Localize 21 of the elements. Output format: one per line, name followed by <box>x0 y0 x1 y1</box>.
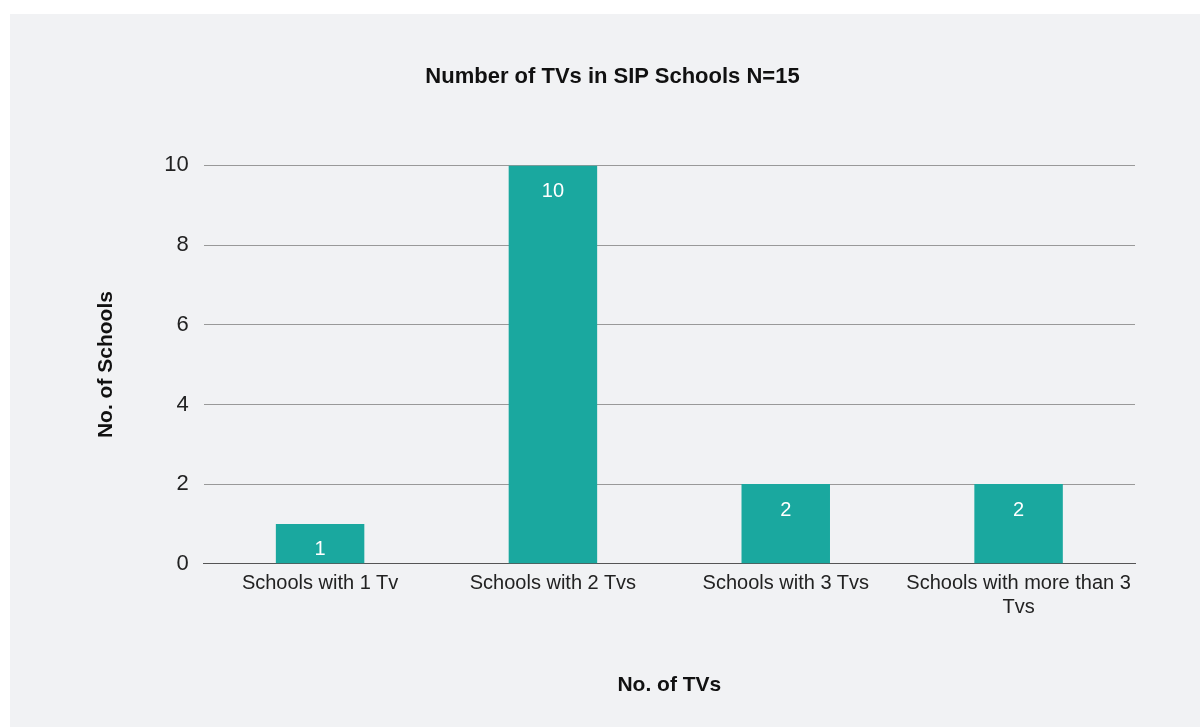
bar <box>275 523 365 564</box>
data-label: 1 <box>314 537 326 560</box>
x-axis-title: No. of TVs <box>617 672 722 696</box>
bar <box>508 165 598 564</box>
y-tick-label: 2 <box>176 470 189 496</box>
data-label: 2 <box>1013 497 1025 520</box>
data-label: 10 <box>541 178 565 201</box>
chart-title: Number of TVs in SIP Schools N=15 <box>425 63 800 89</box>
y-tick-label: 6 <box>176 310 189 336</box>
y-tick-label: 4 <box>176 390 189 416</box>
bar <box>974 484 1063 564</box>
y-tick-label: 0 <box>176 549 189 575</box>
y-axis-title: No. of Schools <box>93 291 117 439</box>
x-tick-label: Schools with 1 Tv <box>241 571 399 594</box>
data-label: 2 <box>780 497 792 520</box>
x-tick-label: Schools with 3 Tvs <box>702 571 869 594</box>
x-tick-label: Schools with more than 3 Tvs <box>906 571 1131 618</box>
y-tick-label: 8 <box>176 231 189 257</box>
y-tick-label: 10 <box>164 151 189 177</box>
bar <box>741 484 830 564</box>
x-tick-label: Schools with 2 Tvs <box>469 571 637 594</box>
